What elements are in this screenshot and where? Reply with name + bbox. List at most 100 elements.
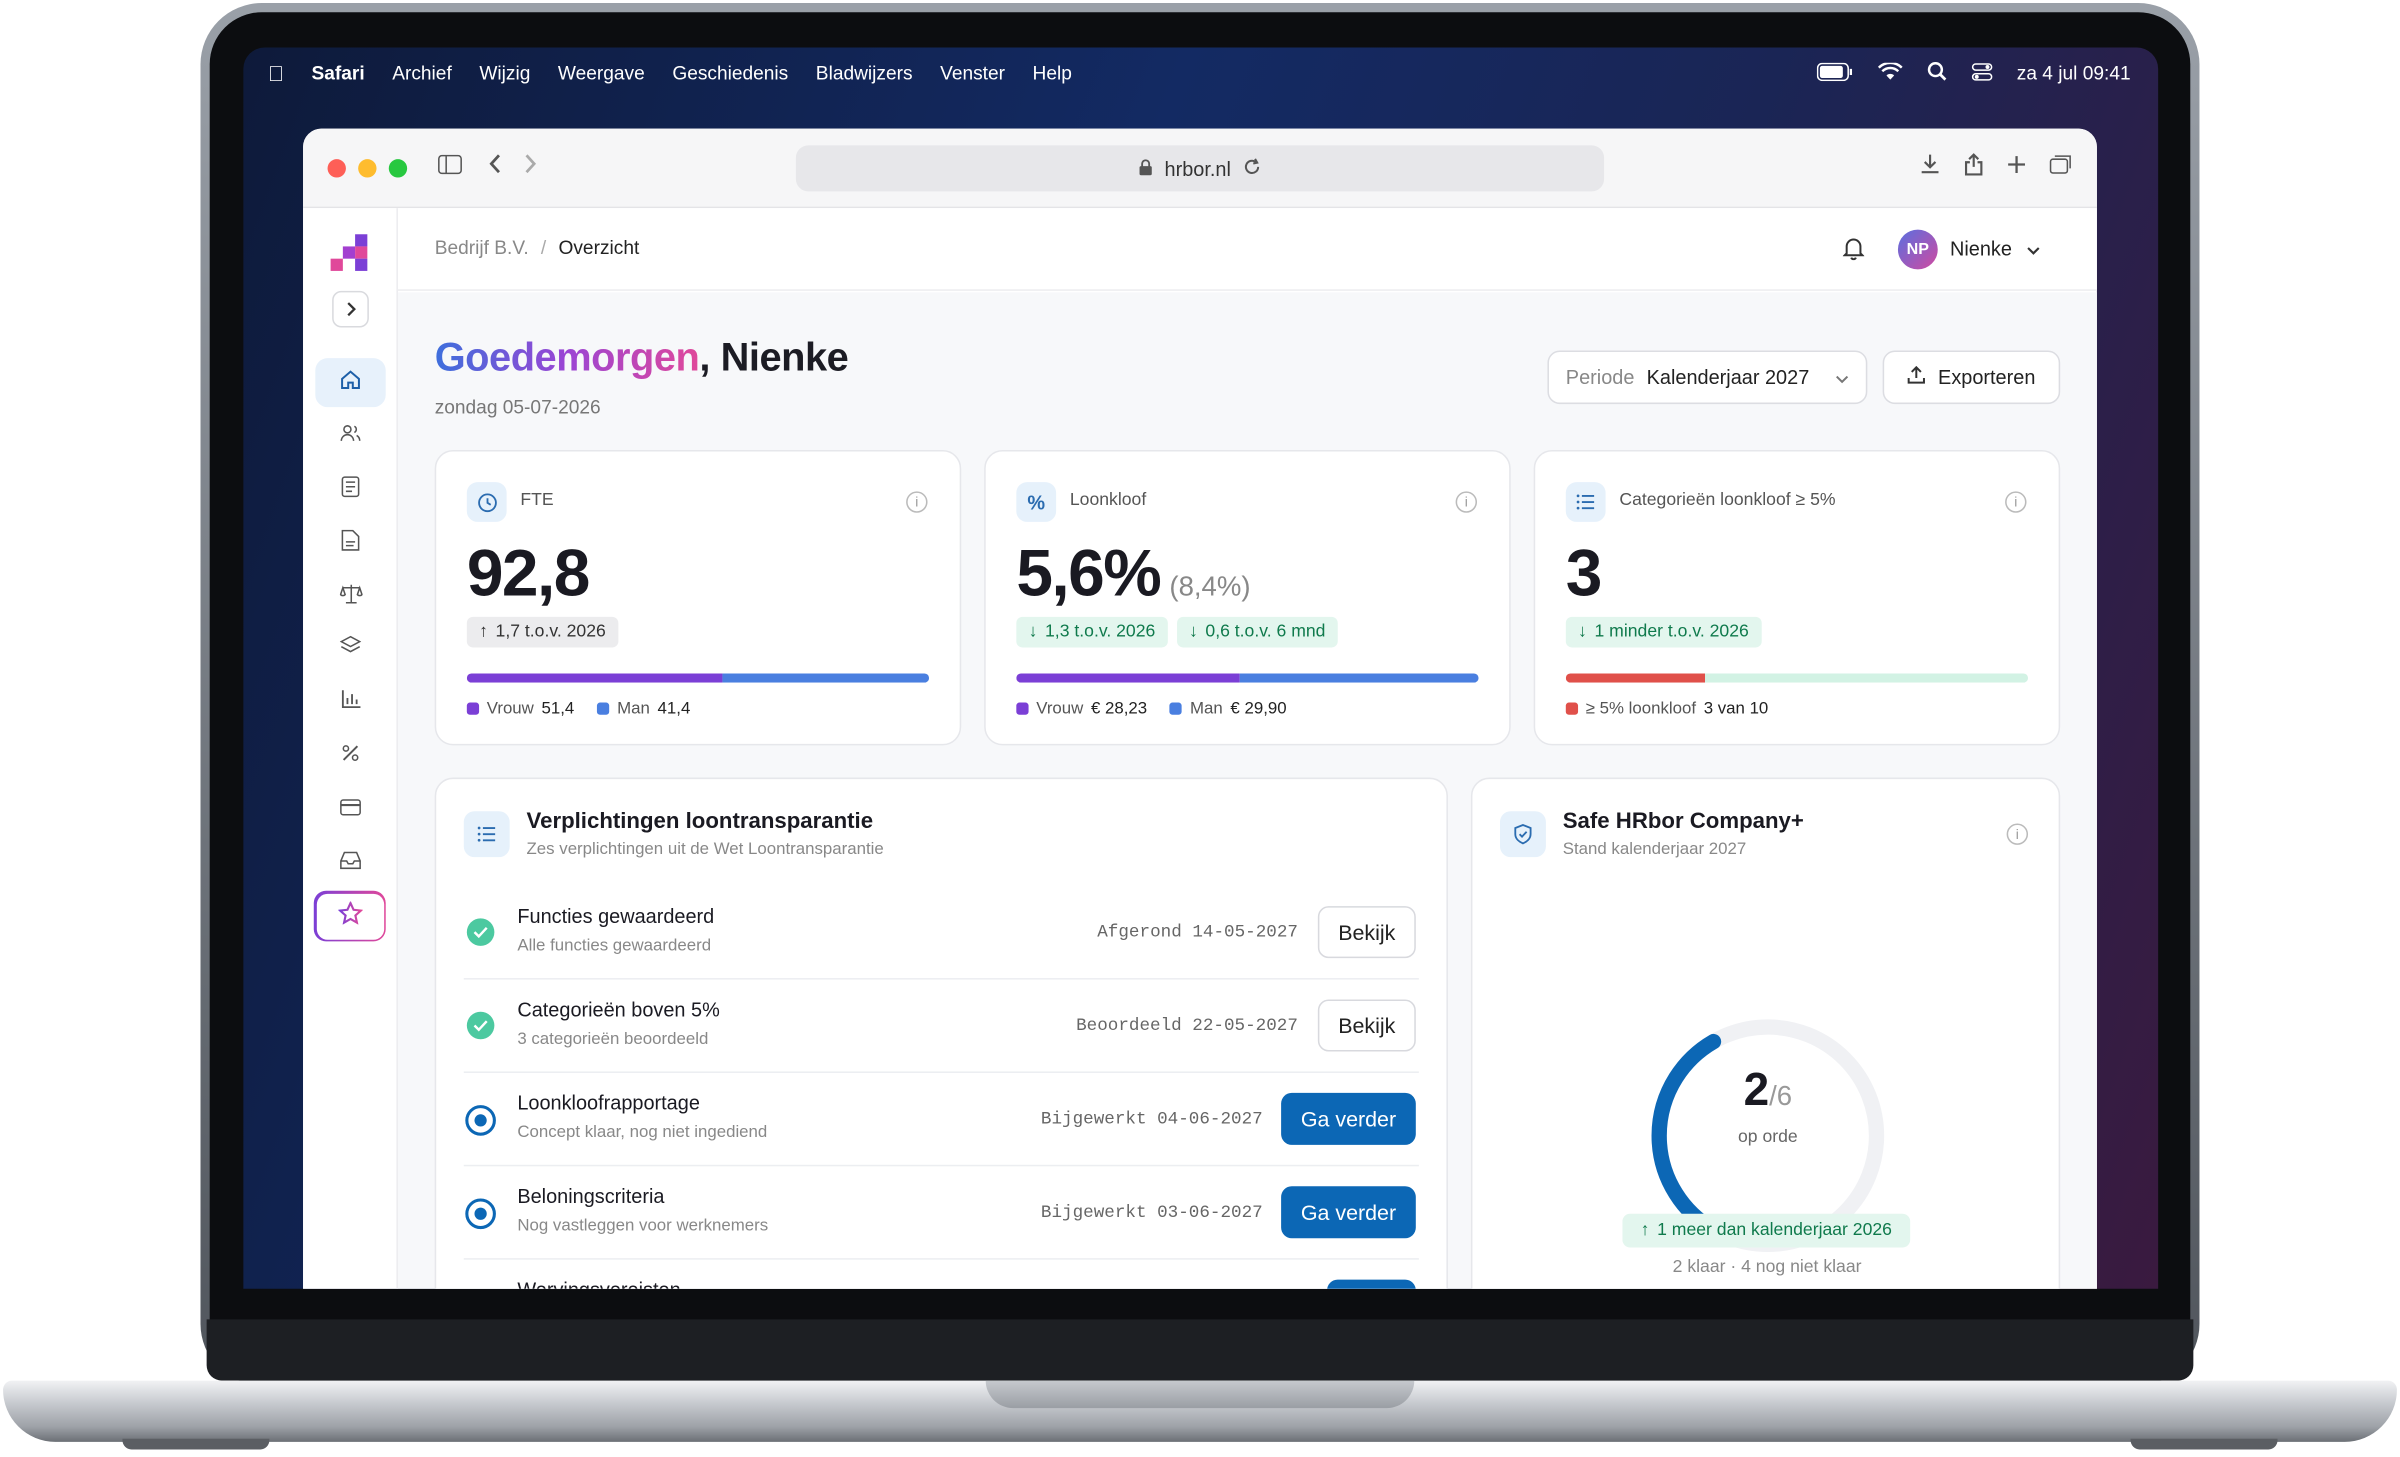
legend-swatch	[1170, 702, 1183, 715]
breadcrumb: Bedrijf B.V. / Overzicht	[435, 237, 640, 258]
new-tab-icon[interactable]	[2002, 153, 2030, 181]
info-icon[interactable]: i	[1455, 491, 1478, 513]
app-sidebar	[303, 208, 398, 1289]
info-icon[interactable]: i	[906, 491, 928, 513]
kpi-card-loonkloof: % Loonkloof i 5,6% (8,4%) ↓ 1,3 t.o.v. 20…	[984, 449, 1511, 746]
tab-overview-icon[interactable]	[2046, 153, 2074, 181]
battery-icon[interactable]	[1816, 61, 1853, 85]
sidebar-toggle-icon[interactable]	[436, 153, 464, 181]
bell-icon[interactable]	[1842, 236, 1865, 268]
nav-documents[interactable]	[315, 519, 385, 568]
wifi-icon[interactable]	[1877, 60, 1903, 85]
menu-app-name[interactable]: Safari	[295, 62, 364, 85]
radio-active-icon	[465, 1105, 496, 1136]
breadcrumb-root[interactable]: Bedrijf B.V.	[434, 237, 529, 259]
kpi-card-categories: Categorieën loonkloof ≥ 5% i 3 ↓ 1 minder…	[1533, 449, 2061, 746]
credit-card-icon	[340, 796, 361, 824]
document-icon	[341, 529, 360, 558]
avatar[interactable]: NP	[1897, 229, 1938, 270]
row-subtitle: Alle functies gewaardeerd	[517, 936, 712, 956]
nav-people[interactable]	[315, 412, 385, 461]
expand-sidebar-button[interactable]	[332, 290, 369, 328]
nav-inbox[interactable]	[315, 839, 385, 888]
period-select[interactable]: Periode Kalenderjaar 2027	[1547, 350, 1868, 405]
shield-check-icon	[1499, 811, 1546, 858]
nav-layers[interactable]	[315, 624, 385, 673]
row-title: Wervingsvereisten	[517, 1278, 680, 1289]
score-label: op orde	[1737, 1128, 1798, 1147]
menu-item[interactable]: Venster	[924, 62, 1005, 85]
score-value: 2	[1743, 1065, 1770, 1116]
safe-company-card: Safe HRbor Company+ Stand kalenderjaar 2…	[1470, 777, 2061, 1289]
inbox-icon	[340, 849, 361, 877]
info-icon[interactable]: i	[2006, 823, 2029, 845]
info-icon[interactable]: i	[2005, 491, 2027, 513]
row-title: Beloningscriteria	[517, 1184, 665, 1208]
kpi-value: 5,6%	[1016, 537, 1161, 611]
user-menu[interactable]: Nienke	[1950, 237, 2041, 260]
back-icon[interactable]	[481, 153, 509, 181]
continue-button[interactable]: Ga verder	[1281, 1186, 1416, 1239]
continue-button[interactable]: Ga verder	[1281, 1092, 1416, 1145]
logo-icon[interactable]	[329, 234, 369, 281]
row-subtitle: Nog vastleggen voor werknemers	[517, 1216, 769, 1236]
browser-toolbar: hrbor.nl	[303, 128, 2097, 209]
row-status: Afgerond 14-05-2027	[1097, 922, 1298, 943]
laptop-notch	[985, 1380, 1415, 1409]
nav-percentage[interactable]	[315, 732, 385, 781]
kpi-title: FTE	[520, 491, 554, 510]
share-icon[interactable]	[1959, 153, 1987, 181]
control-center-icon[interactable]	[1971, 62, 1992, 85]
menu-clock[interactable]: za 4 jul 09:41	[2016, 62, 2131, 85]
apple-icon[interactable]: 	[268, 61, 284, 85]
address-bar[interactable]: hrbor.nl	[795, 145, 1605, 192]
kpi-card-fte: FTE i 92,8 ↑ 1,7 t.o.v. 2026 Vrouw 51,4 Ma…	[434, 449, 962, 746]
continue-button[interactable]	[1327, 1279, 1416, 1289]
menu-item[interactable]: Help	[1016, 62, 1072, 85]
menu-item[interactable]: Wijzig	[463, 62, 530, 85]
nav-payments[interactable]	[315, 785, 385, 834]
trend-badge: ↓ 1,3 t.o.v. 2026	[1016, 616, 1168, 648]
breadcrumb-current: Overzicht	[558, 237, 640, 259]
kpi-legend: Vrouw € 28,23 Man € 29,90	[1016, 699, 1287, 718]
home-icon	[340, 368, 361, 397]
percent-icon	[341, 742, 359, 770]
bar-segment-man	[722, 673, 930, 683]
menu-item[interactable]: Bladwijzers	[799, 62, 913, 85]
arrow-up-icon: ↑	[1640, 1221, 1650, 1240]
obligation-row[interactable]: Loonkloofrapportage Concept klaar, nog n…	[463, 1073, 1419, 1167]
obligation-row[interactable]: Categorieën boven 5% 3 categorieën beoor…	[463, 980, 1419, 1073]
nav-balance[interactable]	[315, 572, 385, 621]
obligation-row[interactable]: Functies gewaardeerd Alle functies gewaa…	[463, 886, 1419, 980]
menu-item[interactable]: Geschiedenis	[656, 62, 788, 85]
row-title: Functies gewaardeerd	[517, 904, 715, 928]
nav-favorites[interactable]	[313, 890, 386, 942]
kpi-badges: ↓ 1 minder t.o.v. 2026	[1565, 616, 1762, 648]
view-button[interactable]: Bekijk	[1317, 906, 1416, 959]
list-icon	[463, 811, 510, 858]
download-icon[interactable]	[1916, 153, 1944, 181]
menu-item[interactable]: Weergave	[541, 62, 645, 85]
menu-item[interactable]: Archief	[376, 62, 452, 85]
close-window-button[interactable]	[327, 159, 346, 178]
reload-icon[interactable]	[1243, 157, 1261, 180]
bar-chart-icon	[341, 689, 361, 717]
trend-badge: ↓ 0,6 t.o.v. 6 mnd	[1176, 616, 1338, 648]
view-button[interactable]: Bekijk	[1317, 999, 1416, 1052]
bar-segment-vrouw	[466, 673, 723, 683]
row-status: Bijgewerkt 04-06-2027	[1040, 1109, 1263, 1130]
nav-reports[interactable]	[315, 678, 385, 727]
legend-swatch	[597, 702, 610, 715]
nav-home[interactable]	[315, 358, 386, 408]
obligation-row[interactable]: Wervingsvereisten	[464, 1260, 1419, 1289]
nav-list[interactable]	[315, 465, 385, 514]
zoom-window-button[interactable]	[388, 159, 408, 178]
kpi-legend: Vrouw 51,4 Man 41,4	[466, 699, 690, 718]
export-button[interactable]: Exporteren	[1882, 350, 2061, 405]
forward-icon[interactable]	[516, 153, 544, 181]
obligation-row[interactable]: Beloningscriteria Nog vastleggen voor we…	[463, 1166, 1419, 1260]
minimize-window-button[interactable]	[358, 159, 377, 178]
card-title: Verplichtingen loontransparantie	[526, 809, 874, 835]
spotlight-search-icon[interactable]	[1926, 61, 1946, 85]
gender-bar	[466, 673, 930, 683]
